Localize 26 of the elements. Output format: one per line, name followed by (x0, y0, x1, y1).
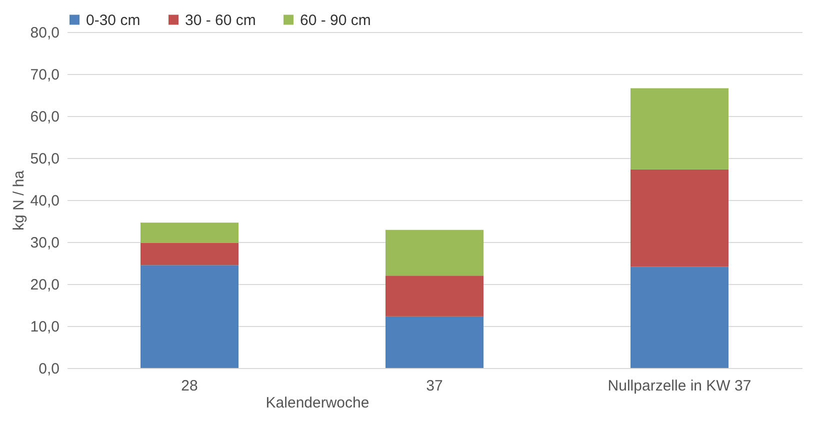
bar (140, 222, 238, 243)
bar (386, 230, 484, 276)
x-tick-label: 28 (181, 378, 198, 394)
y-tick-label: 30,0 (30, 234, 60, 252)
bar (386, 276, 484, 316)
y-tick-label: 50,0 (30, 150, 60, 168)
legend-label: 0-30 cm (86, 12, 140, 29)
y-tick-label: 80,0 (30, 24, 60, 42)
bar (630, 266, 728, 368)
y-tick-label: 40,0 (30, 192, 60, 210)
legend-label: 60 - 90 cm (300, 12, 371, 29)
y-tick-label: 70,0 (30, 66, 60, 84)
bar (386, 316, 484, 368)
y-tick-label: 0,0 (38, 360, 60, 378)
bar (630, 169, 728, 267)
bar (140, 265, 238, 368)
bar (630, 88, 728, 170)
y-tick-label: 20,0 (30, 276, 60, 294)
x-tick-label: Nullparzelle in KW 37 (608, 378, 752, 394)
y-axis-title: kg N / ha (10, 170, 28, 231)
legend-label: 30 - 60 cm (185, 12, 256, 29)
x-axis-title: Kalenderwoche (266, 394, 370, 412)
y-tick-label: 60,0 (30, 108, 60, 126)
x-tick-label: 37 (426, 378, 443, 394)
y-tick-label: 10,0 (30, 318, 60, 336)
bar (140, 242, 238, 266)
